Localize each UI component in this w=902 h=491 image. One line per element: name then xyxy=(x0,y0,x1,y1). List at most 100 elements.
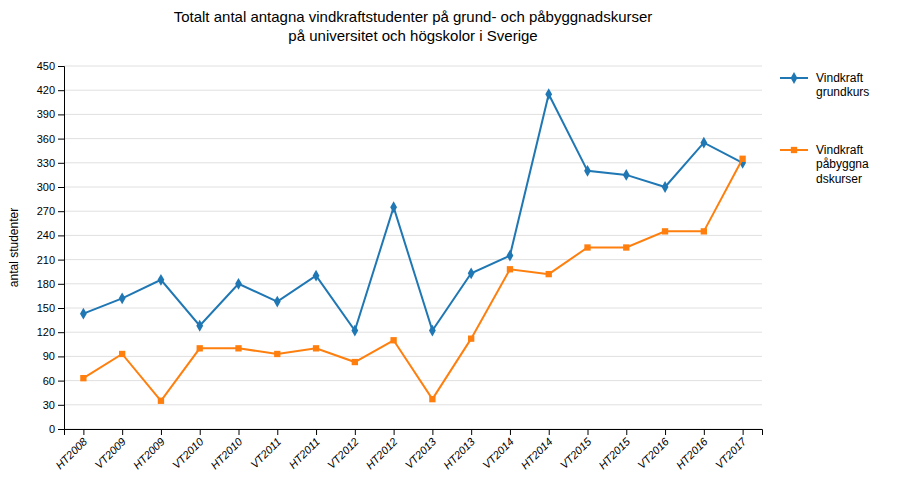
y-tick: 300 xyxy=(37,181,64,193)
x-tick: HT2011 xyxy=(286,429,322,471)
x-tick: VT2015 xyxy=(558,429,594,471)
y-tick-label: 120 xyxy=(37,326,55,338)
marks xyxy=(80,88,746,404)
grid-line xyxy=(64,211,762,212)
x-tick-label: VT2015 xyxy=(558,435,594,471)
y-tick-label: 240 xyxy=(37,229,55,241)
y-tick-mark xyxy=(58,429,64,430)
x-tick-mark xyxy=(588,429,589,435)
y-axis: 0306090120150180210240270300330360390420… xyxy=(37,60,65,435)
point xyxy=(274,296,281,308)
x-tick-mark xyxy=(510,429,511,435)
y-tick-mark xyxy=(58,211,64,212)
y-tick: 30 xyxy=(43,399,64,411)
x-tick: VT2012 xyxy=(325,429,361,471)
x-tick-label: HT2010 xyxy=(208,435,245,472)
grid-line xyxy=(64,187,762,188)
grid-line xyxy=(64,162,762,163)
y-tick-label: 210 xyxy=(37,254,55,266)
y-tick: 240 xyxy=(37,229,64,241)
y-tick: 90 xyxy=(43,350,64,362)
y-tick-mark xyxy=(58,356,64,357)
point xyxy=(313,270,320,282)
point xyxy=(119,292,126,304)
x-tick-mark xyxy=(83,429,84,435)
x-tick-label: VT2017 xyxy=(713,435,749,471)
y-tick-mark xyxy=(58,163,64,164)
point xyxy=(352,359,358,365)
y-tick: 120 xyxy=(37,326,64,338)
point xyxy=(80,308,87,320)
point xyxy=(119,351,125,357)
x-tick-label: VT2010 xyxy=(170,435,206,471)
point xyxy=(468,267,475,279)
x-tick-label: VT2013 xyxy=(403,435,439,471)
x-tick-mark xyxy=(665,429,666,435)
legend-label: Vindkraftpåbyggnadskurser xyxy=(816,143,869,186)
y-tick: 420 xyxy=(37,84,64,96)
grid-line xyxy=(64,380,762,381)
x-tick-label: VT2014 xyxy=(480,435,516,471)
y-tick-label: 90 xyxy=(43,350,55,362)
x-tick-mark xyxy=(394,429,395,435)
x-tick-label: HT2016 xyxy=(674,435,711,472)
x-tick-mark xyxy=(549,429,550,435)
x-tick-label: HT2014 xyxy=(519,435,555,471)
point xyxy=(584,165,591,177)
point xyxy=(274,351,280,357)
grid-line xyxy=(64,90,762,91)
point xyxy=(235,278,242,290)
y-tick-label: 420 xyxy=(37,84,55,96)
x-tick-mark xyxy=(277,429,278,435)
point xyxy=(662,228,668,234)
x-tick: HT2009 xyxy=(131,429,167,471)
x-tick-mark xyxy=(743,429,744,435)
point xyxy=(739,156,745,162)
y-tick-label: 270 xyxy=(37,205,55,217)
y-tick: 390 xyxy=(37,108,64,120)
y-tick: 0 xyxy=(49,423,64,435)
point xyxy=(507,250,514,262)
point xyxy=(80,375,86,381)
legend-swatch-marker xyxy=(791,147,797,153)
x-tick: VT2009 xyxy=(92,429,128,471)
x-tick: VT2011 xyxy=(248,429,283,470)
y-tick-label: 360 xyxy=(37,133,55,145)
y-tick-mark xyxy=(58,187,64,188)
y-tick-mark xyxy=(58,332,64,333)
y-tick-mark xyxy=(58,308,64,309)
grid xyxy=(64,66,762,429)
x-tick-mark xyxy=(122,429,123,435)
grid-line xyxy=(64,332,762,333)
x-tick-label: HT2008 xyxy=(53,435,90,472)
y-tick: 210 xyxy=(37,254,64,266)
legend-label: Vindkraftgrundkurs xyxy=(816,71,869,99)
grid-line xyxy=(64,114,762,115)
y-tick-mark xyxy=(58,284,64,285)
y-tick-label: 180 xyxy=(37,278,55,290)
point xyxy=(429,325,436,337)
point xyxy=(390,337,396,343)
x-axis: HT2008VT2009HT2009VT2010HT2010VT2011HT20… xyxy=(53,429,762,471)
y-tick-label: 0 xyxy=(49,423,55,435)
x-tick-label: HT2011 xyxy=(286,435,322,471)
point xyxy=(468,335,474,341)
y-tick-mark xyxy=(58,235,64,236)
grid-line xyxy=(64,138,762,139)
x-tick: HT2012 xyxy=(363,429,399,471)
x-tick-mark xyxy=(239,429,240,435)
point xyxy=(429,396,435,402)
y-tick-label: 60 xyxy=(43,375,55,387)
y-tick-label: 450 xyxy=(37,60,55,72)
x-tick-label: VT2012 xyxy=(325,435,361,471)
x-tick-mark xyxy=(704,429,705,435)
x-tick: HT2013 xyxy=(441,429,478,471)
x-tick-mark xyxy=(355,429,356,435)
point xyxy=(623,169,630,181)
plot: 0306090120150180210240270300330360390420… xyxy=(7,60,869,471)
chart: 0306090120150180210240270300330360390420… xyxy=(0,0,902,491)
point xyxy=(623,244,629,250)
x-tick-label: VT2009 xyxy=(92,435,128,471)
x-tick-label: HT2013 xyxy=(441,435,478,472)
x-tick-label: HT2015 xyxy=(596,435,633,472)
